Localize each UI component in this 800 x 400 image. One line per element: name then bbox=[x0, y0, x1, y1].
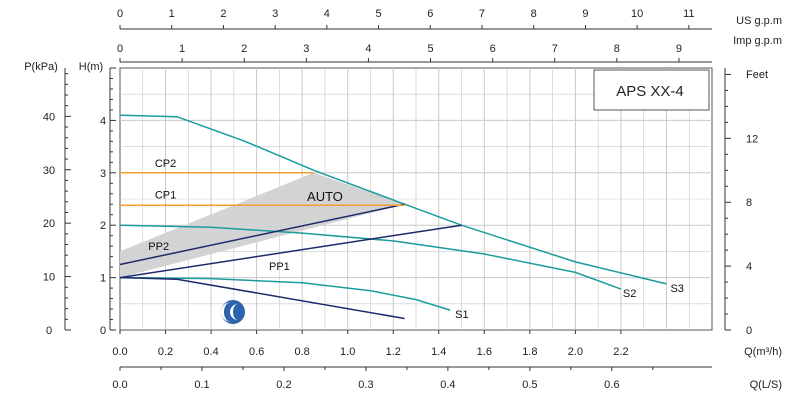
tick-label-q-ls: 0.6 bbox=[604, 379, 619, 391]
tick-label-p: 10 bbox=[43, 272, 55, 284]
tick-label-imp-gpm: 7 bbox=[552, 43, 558, 55]
tick-label-us-gpm: 8 bbox=[531, 8, 537, 20]
tick-label-q-ls: 0.5 bbox=[522, 379, 537, 391]
tick-label-us-gpm: 5 bbox=[376, 8, 382, 20]
axis-label-us-gpm: US g.p.m bbox=[736, 15, 782, 27]
tick-label-feet: 0 bbox=[746, 325, 752, 337]
tick-label-imp-gpm: 8 bbox=[614, 43, 620, 55]
tick-label-q-m3h: 0.0 bbox=[112, 346, 127, 358]
tick-label-q-m3h: 2.0 bbox=[568, 346, 583, 358]
tick-label-imp-gpm: 1 bbox=[179, 43, 185, 55]
tick-label-q-m3h: 1.4 bbox=[431, 346, 446, 358]
tick-label-feet: 4 bbox=[746, 261, 752, 273]
series-line-min bbox=[119, 276, 405, 320]
brand-logo-icon bbox=[221, 300, 245, 324]
series-line-s3 bbox=[119, 114, 667, 285]
tick-label-us-gpm: 7 bbox=[479, 8, 485, 20]
axis-label-feet: Feet bbox=[746, 69, 768, 81]
tick-label-imp-gpm: 2 bbox=[241, 43, 247, 55]
axis-label-imp-gpm: Imp g.p.m bbox=[733, 35, 782, 47]
tick-label-p: 40 bbox=[43, 111, 55, 123]
tick-label-imp-gpm: 3 bbox=[303, 43, 309, 55]
series-label-pp2: PP2 bbox=[148, 241, 169, 253]
series-line-pp2 bbox=[119, 203, 405, 266]
tick-label-us-gpm: 2 bbox=[220, 8, 226, 20]
tick-label-p: 30 bbox=[43, 165, 55, 177]
tick-label-us-gpm: 3 bbox=[272, 8, 278, 20]
tick-label-imp-gpm: 5 bbox=[427, 43, 433, 55]
tick-label-h: 0 bbox=[100, 325, 106, 337]
tick-label-h: 2 bbox=[100, 220, 106, 232]
tick-label-us-gpm: 11 bbox=[683, 8, 694, 20]
axis-label-h: H(m) bbox=[79, 61, 103, 73]
tick-label-q-ls: 0.0 bbox=[112, 379, 127, 391]
tick-label-q-m3h: 1.8 bbox=[522, 346, 537, 358]
series-label-cp1: CP1 bbox=[155, 189, 176, 201]
series-label-pp1: PP1 bbox=[269, 261, 290, 273]
series-label-cp2: CP2 bbox=[155, 158, 176, 170]
tick-label-imp-gpm: 9 bbox=[676, 43, 682, 55]
series-line-s2 bbox=[119, 224, 622, 290]
curve-labels: S3 S2 S1 CP2 CP1 PP2 PP1 bbox=[148, 158, 684, 321]
series-label-s2: S2 bbox=[623, 288, 636, 300]
tick-label-p: 20 bbox=[43, 218, 55, 230]
tick-label-imp-gpm: 4 bbox=[365, 43, 371, 55]
tick-label-p: 0 bbox=[46, 325, 52, 337]
tick-label-h: 3 bbox=[100, 168, 106, 180]
series-line-pp1 bbox=[119, 224, 462, 279]
tick-label-q-m3h: 2.2 bbox=[613, 346, 628, 358]
series-group bbox=[119, 114, 667, 320]
tick-label-q-m3h: 1.6 bbox=[477, 346, 492, 358]
tick-label-us-gpm: 10 bbox=[631, 8, 643, 20]
tick-label-us-gpm: 0 bbox=[117, 8, 123, 20]
tick-label-us-gpm: 1 bbox=[169, 8, 175, 20]
title-box bbox=[593, 69, 710, 111]
tick-label-q-ls: 0.1 bbox=[194, 379, 209, 391]
tick-label-h: 4 bbox=[100, 115, 106, 127]
tick-label-us-gpm: 9 bbox=[582, 8, 588, 20]
tick-label-q-m3h: 0.4 bbox=[203, 346, 218, 358]
axis-label-q-ls: Q(L/S) bbox=[750, 379, 782, 391]
auto-region bbox=[120, 172, 405, 278]
tick-label-feet: 8 bbox=[746, 197, 752, 209]
series-label-s3: S3 bbox=[670, 283, 683, 295]
tick-label-us-gpm: 4 bbox=[324, 8, 330, 20]
auto-label: AUTO bbox=[307, 189, 343, 204]
axes: 0.0 0.2 0.4 0.6 0.8 1.0 1.2 1.4 1.6 1.8 2.0 2.2 Q(m³… bbox=[24, 8, 782, 391]
tick-label-h: 1 bbox=[100, 273, 106, 285]
chart-title: APS XX-4 bbox=[616, 83, 684, 100]
tick-label-us-gpm: 6 bbox=[427, 8, 433, 20]
tick-label-q-ls: 0.3 bbox=[358, 379, 373, 391]
tick-label-q-m3h: 0.2 bbox=[158, 346, 173, 358]
axis-label-q-m3h: Q(m³/h) bbox=[744, 346, 782, 358]
tick-label-q-m3h: 1.0 bbox=[340, 346, 355, 358]
tick-label-q-m3h: 0.8 bbox=[295, 346, 310, 358]
tick-label-imp-gpm: 6 bbox=[490, 43, 496, 55]
axis-label-p: P(kPa) bbox=[24, 61, 58, 73]
tick-label-q-ls: 0.2 bbox=[276, 379, 291, 391]
tick-label-q-m3h: 0.6 bbox=[249, 346, 264, 358]
tick-label-q-m3h: 1.2 bbox=[386, 346, 401, 358]
tick-label-q-ls: 0.4 bbox=[440, 379, 455, 391]
tick-label-imp-gpm: 0 bbox=[117, 43, 123, 55]
tick-label-feet: 12 bbox=[746, 133, 758, 145]
series-line-s1 bbox=[119, 276, 451, 311]
series-label-s1: S1 bbox=[455, 309, 468, 321]
